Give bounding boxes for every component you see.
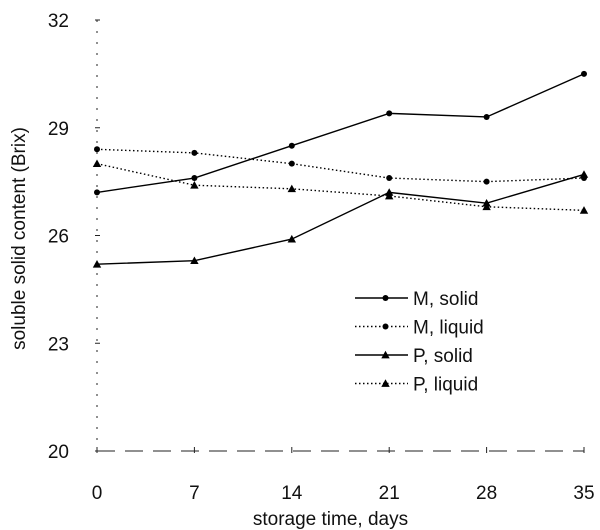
legend-marker (381, 379, 390, 387)
series-4 (92, 159, 589, 214)
data-point (287, 234, 296, 243)
data-point (94, 189, 100, 196)
legend-marker (382, 295, 389, 301)
legend-item: M, solid (355, 289, 478, 310)
legend-marker (381, 350, 390, 359)
series-line (96, 162, 585, 212)
data-point (483, 113, 490, 120)
x-tick-label: 35 (573, 483, 594, 504)
legend-label: M, solid (413, 289, 478, 310)
x-axis-label: storage time, days (253, 509, 408, 530)
series-layer (92, 70, 589, 268)
axes (96, 20, 584, 452)
series-line (96, 173, 585, 265)
y-tick-label: 20 (48, 442, 69, 463)
data-point (92, 260, 102, 268)
x-tick-label: 14 (281, 483, 303, 504)
data-point (483, 178, 490, 185)
legend-item: P, liquid (355, 375, 478, 396)
legend-item: M, liquid (355, 318, 484, 339)
legend-label: M, liquid (413, 318, 484, 339)
legend: M, solid M, liquid P, solid P, liquid (355, 289, 484, 396)
data-point (191, 149, 198, 156)
data-point (385, 191, 394, 200)
data-point (287, 184, 296, 193)
y-tick-label: 32 (48, 11, 69, 32)
x-ticks: 0 7 14 21 28 35 (92, 447, 595, 504)
data-point (579, 206, 589, 214)
y-tick-label: 23 (48, 334, 69, 355)
y-ticks: 20 23 26 29 32 (48, 11, 100, 463)
series-line (96, 73, 585, 194)
series-3 (92, 170, 589, 268)
x-tick-label: 28 (476, 483, 497, 504)
data-point (288, 142, 295, 149)
data-point (190, 181, 199, 189)
legend-label: P, liquid (413, 375, 478, 396)
data-point (92, 159, 102, 168)
data-point (386, 175, 393, 182)
data-point (288, 160, 295, 167)
data-point (386, 110, 393, 117)
y-tick-label: 29 (48, 119, 69, 140)
data-point (581, 70, 587, 77)
data-point (190, 256, 199, 265)
series-2 (94, 146, 587, 185)
data-point (94, 146, 100, 153)
legend-label: P, solid (413, 346, 473, 367)
data-point (579, 170, 589, 178)
x-tick-label: 7 (189, 483, 200, 504)
data-point (482, 202, 491, 211)
legend-item: P, solid (355, 346, 473, 367)
series-line (96, 148, 585, 183)
y-axis-label: soluble solid content (Brix) (9, 127, 30, 350)
x-tick-label: 21 (379, 483, 400, 504)
y-tick-label: 26 (48, 227, 69, 248)
series-1 (94, 70, 587, 196)
data-point (191, 175, 198, 182)
x-tick-label: 0 (92, 483, 103, 504)
legend-marker (382, 323, 389, 330)
